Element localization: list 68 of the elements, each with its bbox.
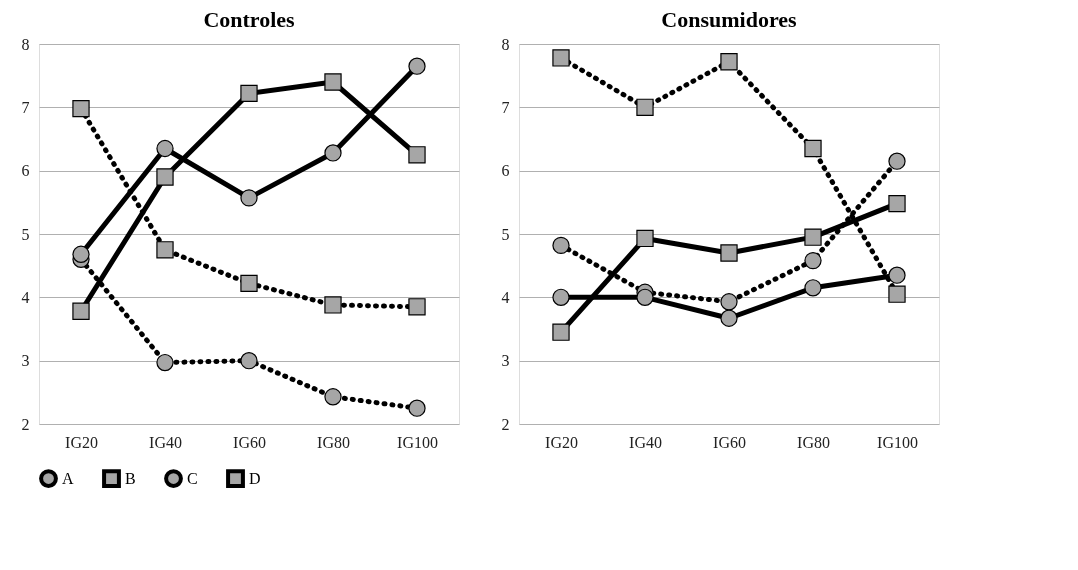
legend-label: B — [125, 469, 136, 487]
y-tick-label: 2 — [501, 415, 510, 433]
y-tick-label: 5 — [21, 225, 30, 243]
chart-title: Controles — [203, 7, 296, 32]
y-tick-label: 7 — [501, 98, 510, 116]
y-tick-label: 4 — [21, 288, 30, 306]
point — [240, 274, 258, 293]
y-tick-label: 2 — [21, 415, 30, 433]
x-tick-label: IG20 — [545, 433, 578, 451]
x-tick-label: IG100 — [397, 433, 438, 451]
point — [804, 139, 822, 158]
y-tick-label: 3 — [501, 352, 510, 370]
point — [156, 168, 174, 186]
point — [888, 194, 906, 213]
point — [408, 57, 426, 75]
y-tick-label: 3 — [21, 352, 30, 370]
legend-label: D — [249, 469, 261, 487]
point — [552, 49, 570, 67]
point — [552, 288, 570, 306]
y-tick-label: 6 — [501, 162, 510, 180]
point — [804, 228, 822, 246]
point — [408, 298, 426, 316]
x-tick-label: IG60 — [233, 433, 266, 451]
point — [720, 293, 738, 311]
x-tick-label: IG40 — [629, 433, 662, 451]
legend-label: A — [62, 469, 74, 487]
point — [156, 139, 174, 158]
y-tick-label: 7 — [21, 98, 30, 116]
y-tick-label: 8 — [501, 35, 510, 53]
point — [636, 288, 654, 306]
y-tick-label: 6 — [21, 162, 30, 180]
point — [888, 266, 906, 284]
x-tick-label: IG60 — [713, 433, 746, 451]
point — [324, 73, 342, 91]
x-tick-label: IG80 — [797, 433, 830, 451]
point — [72, 302, 90, 320]
y-tick-label: 4 — [501, 288, 510, 306]
point — [888, 285, 906, 303]
chart-title: Consumidores — [661, 7, 798, 32]
point — [240, 352, 258, 370]
point — [72, 99, 90, 118]
point — [156, 241, 174, 259]
point — [324, 296, 342, 314]
point — [324, 388, 342, 406]
point — [720, 244, 738, 262]
legend-label: C — [187, 469, 198, 487]
x-tick-label: IG80 — [317, 433, 350, 451]
point — [720, 309, 738, 327]
point — [408, 399, 426, 417]
point — [156, 353, 174, 372]
point — [636, 229, 654, 248]
point — [240, 84, 258, 103]
point — [804, 279, 822, 297]
point — [636, 98, 654, 116]
point — [408, 146, 426, 164]
x-tick-label: IG100 — [877, 433, 918, 451]
point — [72, 245, 90, 263]
point — [888, 152, 906, 170]
y-tick-label: 5 — [501, 225, 510, 243]
point — [720, 53, 738, 71]
point — [240, 189, 258, 207]
y-tick-label: 8 — [21, 35, 30, 53]
point — [324, 144, 342, 162]
point — [804, 251, 822, 270]
x-tick-label: IG40 — [149, 433, 182, 451]
x-tick-label: IG20 — [65, 433, 98, 451]
point — [552, 236, 570, 255]
point — [552, 323, 570, 341]
